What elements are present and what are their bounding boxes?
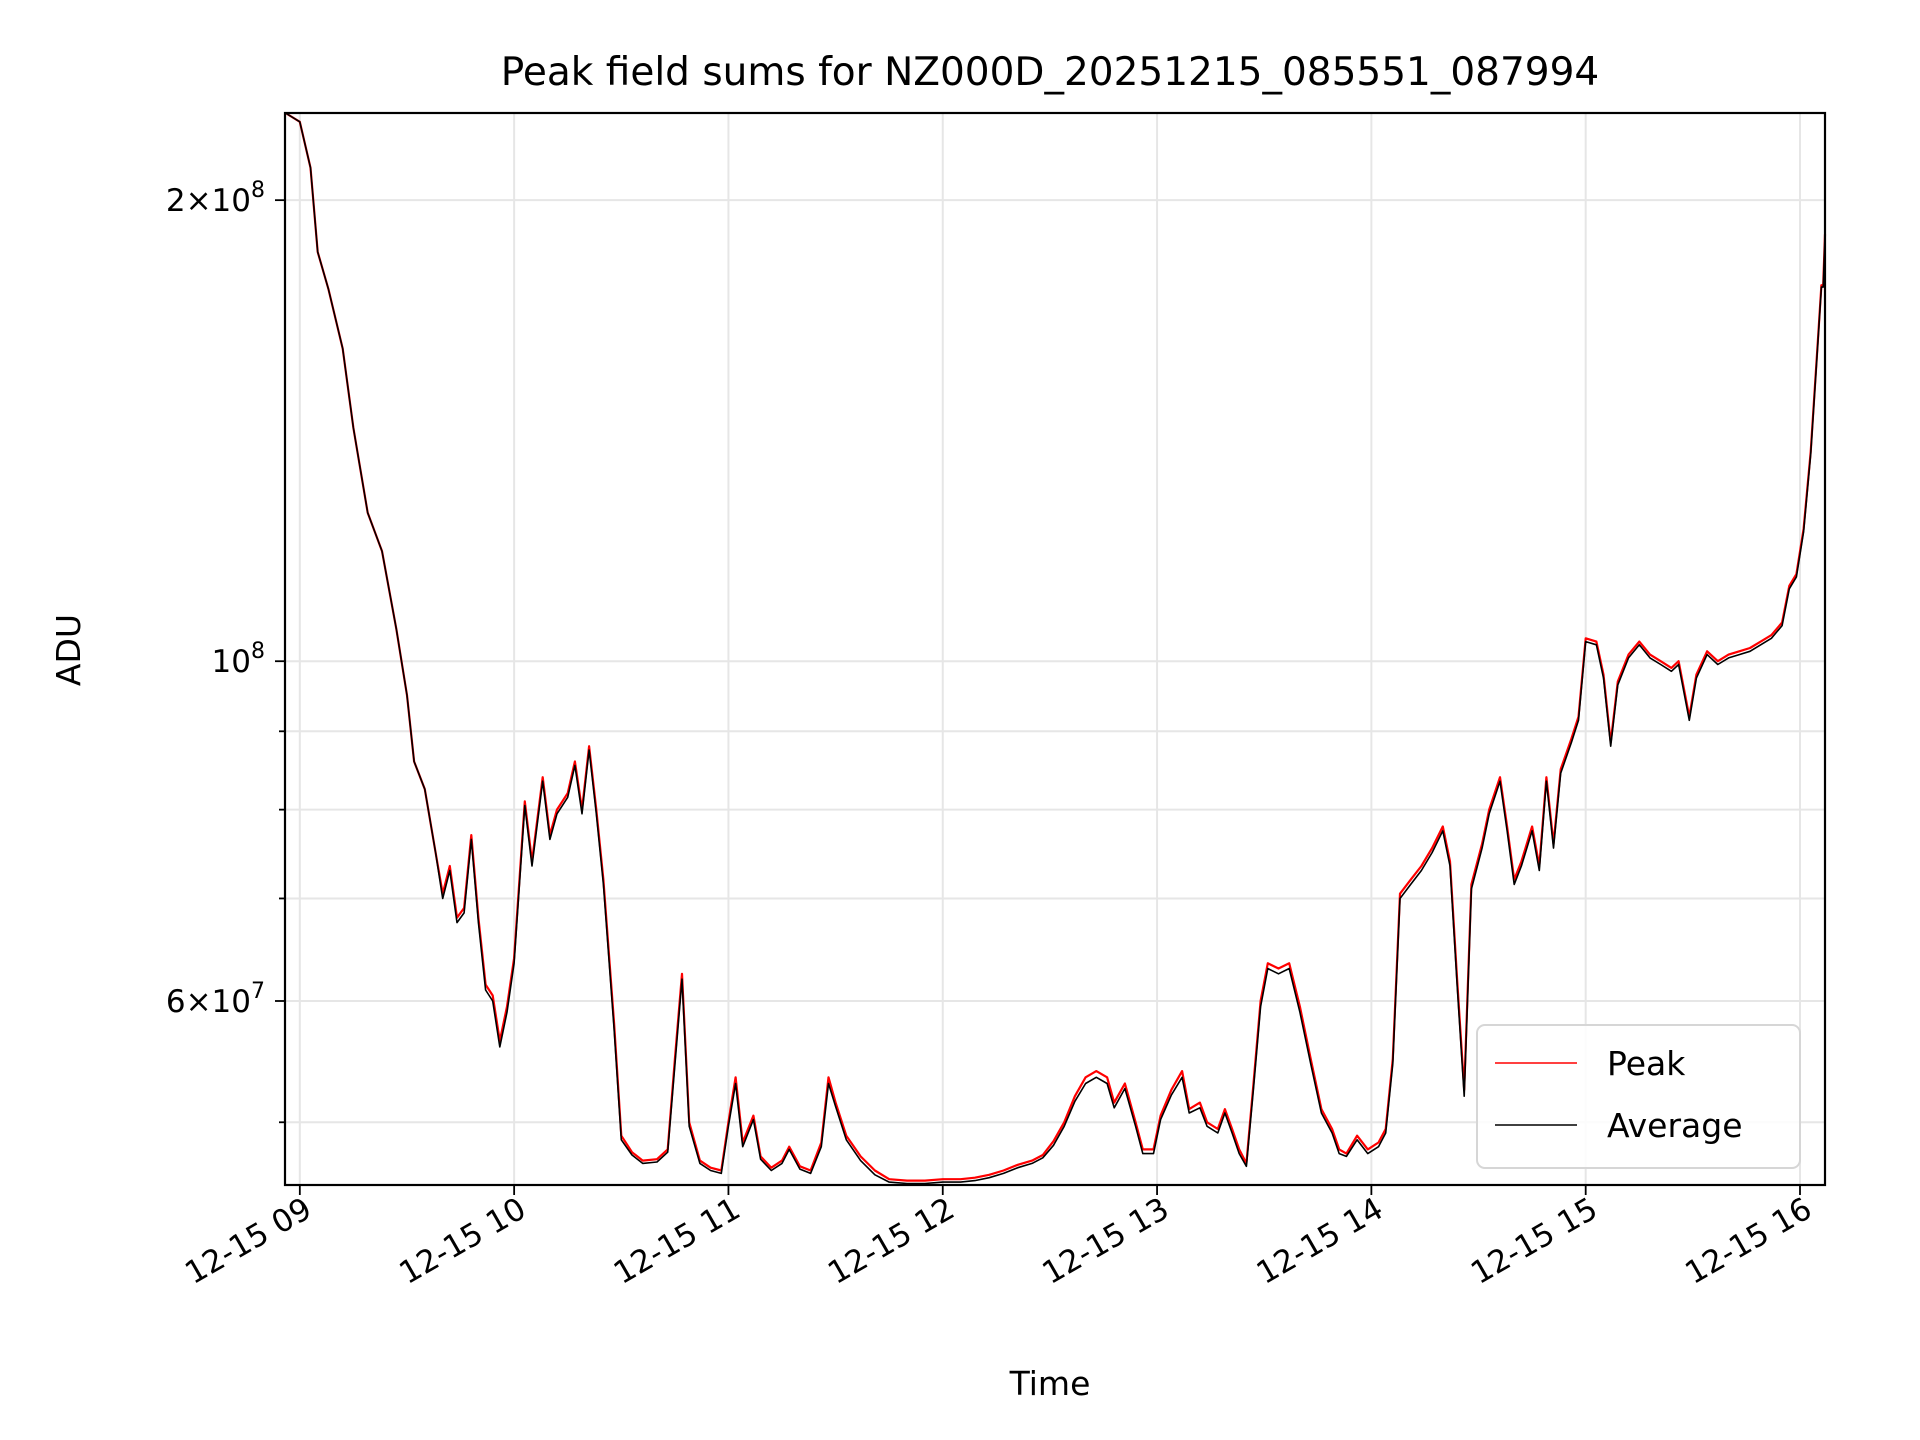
y-axis: 6×107 108 2×108: [166, 178, 285, 1124]
y-tick-label: 6×107: [166, 979, 265, 1020]
grid: [285, 113, 1825, 1185]
x-axis-label: Time: [1009, 1364, 1091, 1403]
plot-frame: [283, 111, 1827, 1187]
plot-lines: [284, 112, 1827, 1185]
series-line-average: [285, 112, 1826, 1185]
legend-label-average: Average: [1607, 1106, 1743, 1145]
chart-title: Peak field sums for NZ000D_20251215_0855…: [501, 50, 1599, 95]
legend-label-peak: Peak: [1607, 1044, 1686, 1083]
legend-box: [1476, 1024, 1801, 1169]
legend: Peak Average: [1476, 1024, 1801, 1169]
y-axis-label: ADU: [49, 614, 88, 686]
y-tick-label: 2×108: [166, 178, 265, 219]
y-tick-label: 108: [212, 639, 265, 680]
